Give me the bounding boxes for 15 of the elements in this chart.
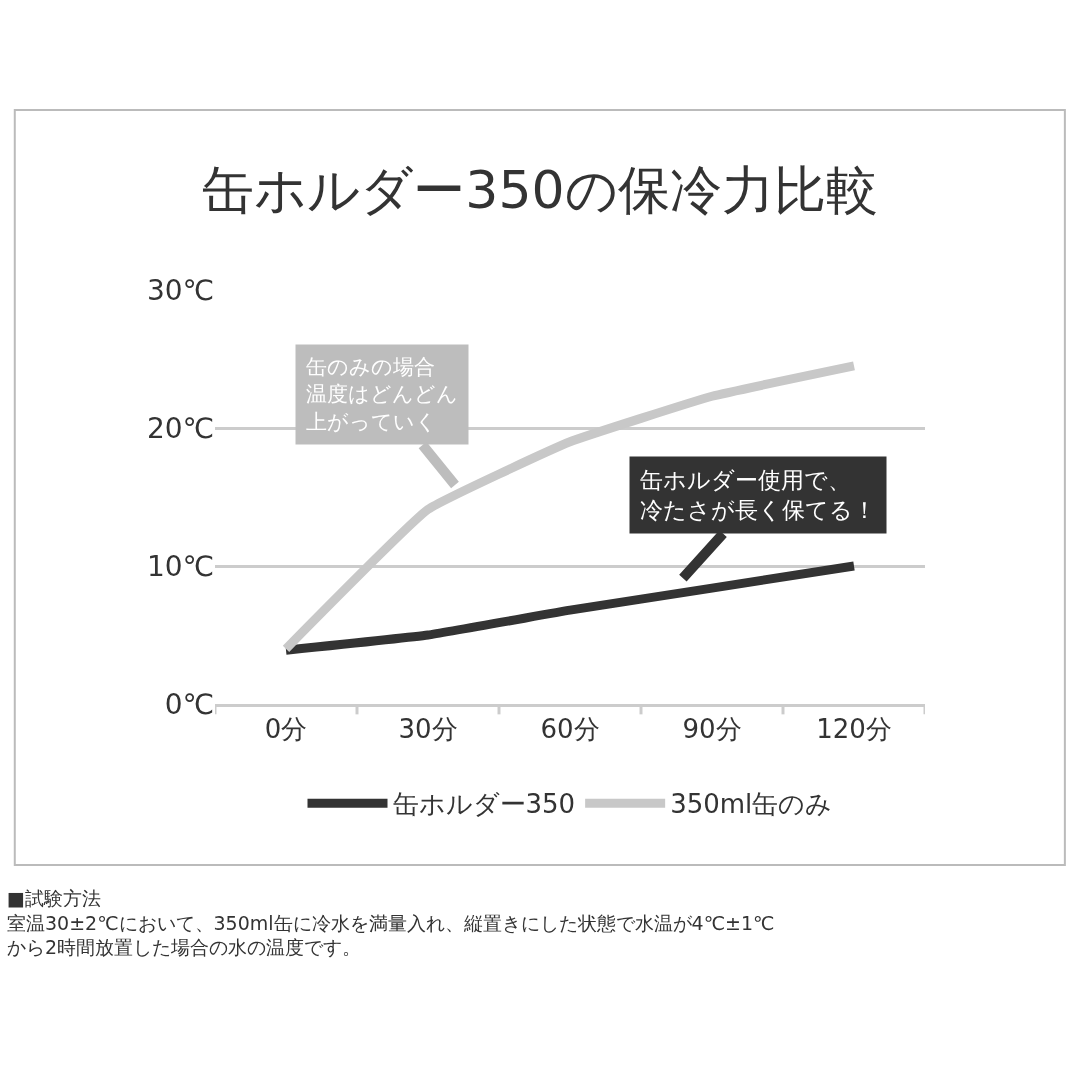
y-tick-label: 20℃	[146, 411, 214, 445]
y-tick-label: 10℃	[146, 549, 214, 583]
x-tick-label: 90分	[682, 714, 742, 745]
chart-title: 缶ホルダー350の保冷力比較	[202, 160, 878, 221]
y-tick-label: 0℃	[164, 687, 214, 721]
x-tick-label: 60分	[540, 714, 600, 745]
x-tick-label: 120分	[816, 714, 892, 745]
x-tick-label: 0分	[264, 714, 308, 745]
y-tick-label: 30℃	[146, 273, 214, 307]
legend-label: 350ml缶のみ	[670, 789, 833, 820]
text: ■試験方法室温30±2℃において、350ml缶に冷水を満量入れ、縦置きにした状態で水温が4℃±1℃から2時間放置した場合の水の温度です。	[7, 887, 775, 959]
annotation: 缶ホルダー使用で、冷たさが長く保てる！	[640, 467, 876, 523]
x-tick-label: 30分	[398, 714, 458, 745]
legend-label: 缶ホルダー350	[392, 789, 576, 820]
annotation: 缶のみの場合温度はどんどん上がっていく	[306, 355, 458, 434]
